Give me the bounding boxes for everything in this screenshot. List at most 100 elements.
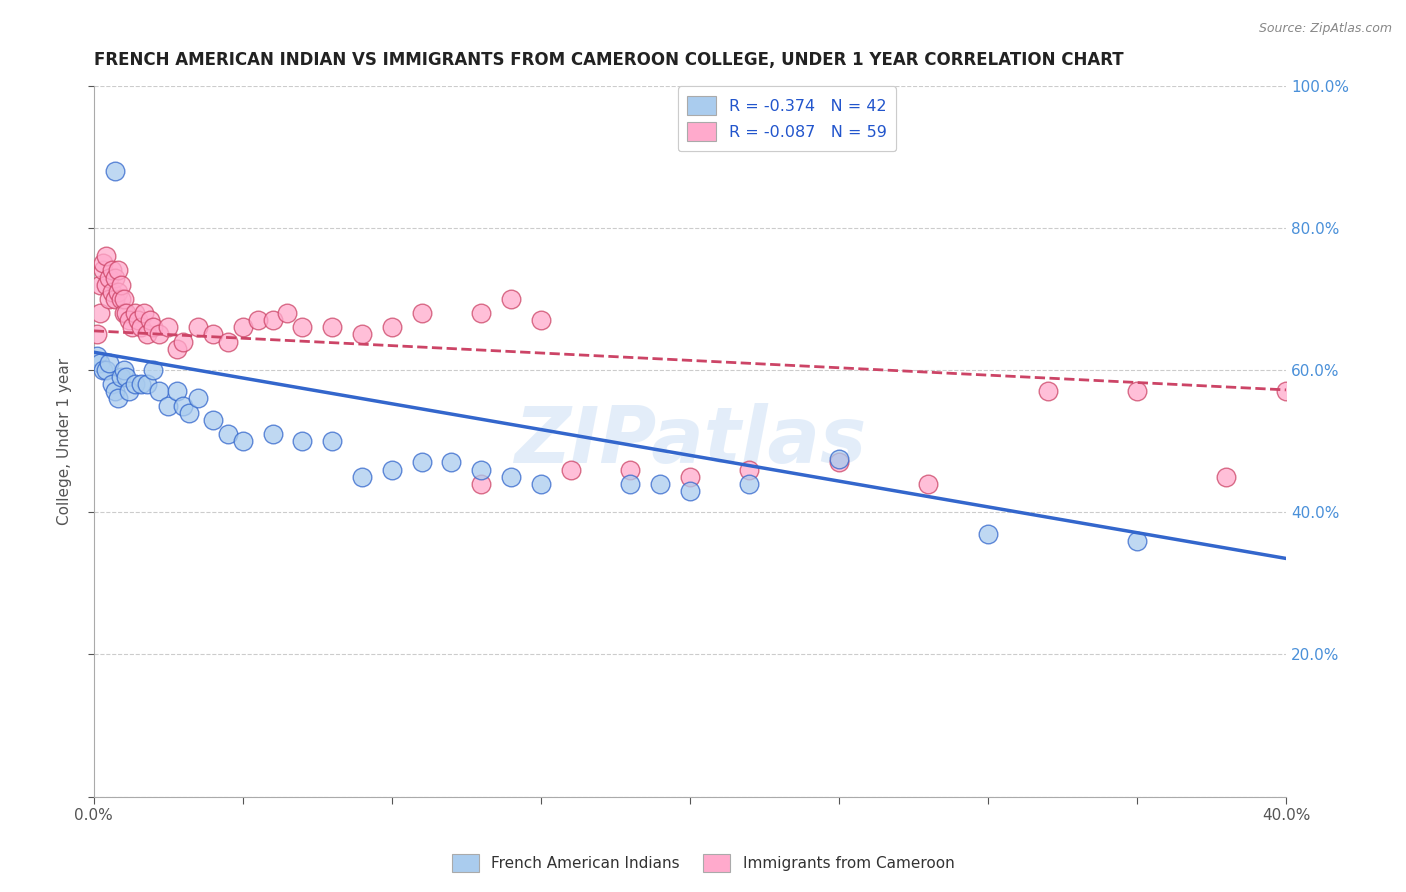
Point [157,399,180,413]
Point [134,306,156,320]
Point [89,356,111,370]
Point [136,377,159,392]
Point [321,320,343,334]
Point [246,313,269,327]
Point [177,406,200,420]
Point [94,363,117,377]
Point [94,277,117,292]
Point [148,384,170,399]
Point [131,377,153,392]
Text: ZIPatlas: ZIPatlas [513,403,866,479]
Point [115,370,138,384]
Point [217,334,239,349]
Point [115,306,138,320]
Point [124,306,146,320]
Point [166,342,188,356]
Point [100,263,122,277]
Point [738,462,761,476]
Point [136,327,159,342]
Point [103,292,125,306]
Point [107,263,129,277]
Point [172,334,194,349]
Point [350,327,373,342]
Point [112,292,135,306]
Point [738,476,761,491]
Point [470,306,492,320]
Point [89,277,111,292]
Point [291,320,314,334]
Point [291,434,314,448]
Point [262,313,284,327]
Point [97,356,120,370]
Point [97,270,120,285]
Point [276,306,298,320]
Point [110,370,132,384]
Point [124,377,146,392]
Point [142,363,165,377]
Point [187,392,209,406]
Text: Source: ZipAtlas.com: Source: ZipAtlas.com [1258,22,1392,36]
Point [648,476,671,491]
Point [100,285,122,299]
Y-axis label: College, Under 1 year: College, Under 1 year [58,358,72,524]
Point [1126,533,1149,548]
Point [89,306,111,320]
Point [560,462,582,476]
Point [470,462,492,476]
Point [232,434,254,448]
Point [139,313,162,327]
Point [381,462,404,476]
Point [977,526,1000,541]
Point [94,249,117,263]
Point [100,377,122,392]
Point [828,455,851,469]
Point [91,263,114,277]
Point [118,313,141,327]
Point [619,462,641,476]
Point [440,455,463,469]
Point [679,469,702,483]
Text: FRENCH AMERICAN INDIAN VS IMMIGRANTS FROM CAMEROON COLLEGE, UNDER 1 YEAR CORRELA: FRENCH AMERICAN INDIAN VS IMMIGRANTS FRO… [94,51,1123,69]
Point [499,469,522,483]
Point [157,320,180,334]
Legend: French American Indians, Immigrants from Cameroon: French American Indians, Immigrants from… [444,846,962,880]
Point [381,320,404,334]
Point [127,313,149,327]
Point [321,434,343,448]
Point [103,270,125,285]
Point [187,320,209,334]
Point [917,476,939,491]
Point [679,483,702,498]
Point [131,320,153,334]
Point [148,327,170,342]
Point [172,399,194,413]
Point [262,427,284,442]
Point [121,320,143,334]
Point [201,327,224,342]
Point [1215,469,1237,483]
Point [470,476,492,491]
Point [411,455,433,469]
Point [107,285,129,299]
Point [1036,384,1059,399]
Point [110,277,132,292]
Point [86,349,108,363]
Point [166,384,188,399]
Point [103,384,125,399]
Point [1126,384,1149,399]
Point [350,469,373,483]
Point [1275,384,1298,399]
Point [91,363,114,377]
Point [530,313,553,327]
Point [201,413,224,427]
Point [112,306,135,320]
Legend: R = -0.374   N = 42, R = -0.087   N = 59: R = -0.374 N = 42, R = -0.087 N = 59 [678,87,897,151]
Point [828,451,851,466]
Point [619,476,641,491]
Point [118,384,141,399]
Point [142,320,165,334]
Point [499,292,522,306]
Point [112,363,135,377]
Point [97,292,120,306]
Point [232,320,254,334]
